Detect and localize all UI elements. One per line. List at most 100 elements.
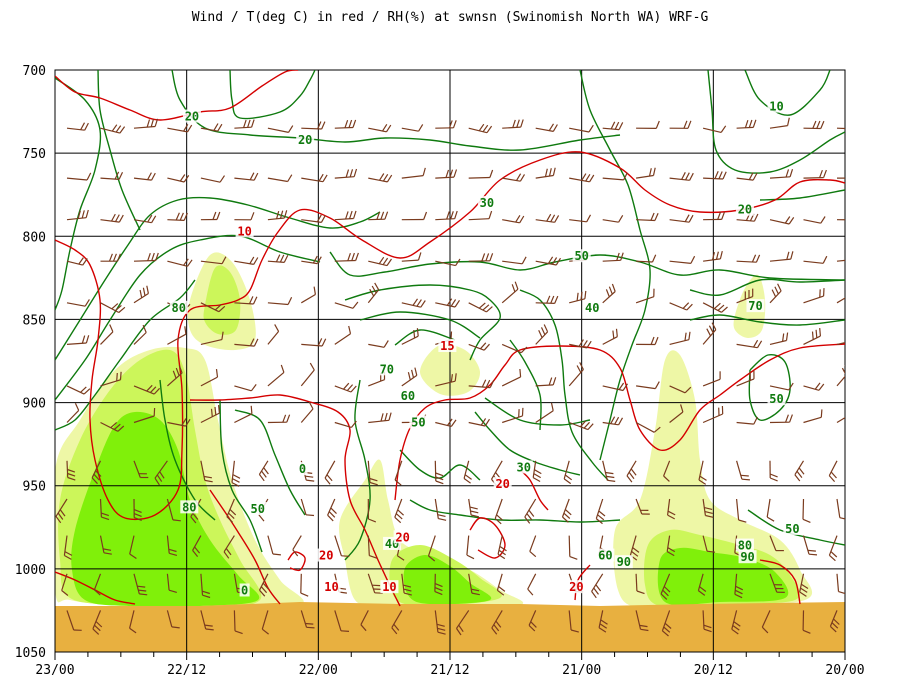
rh-contour <box>689 314 845 326</box>
wind-barb <box>66 402 80 423</box>
wind-barb <box>463 460 472 484</box>
wind-barb <box>93 573 102 596</box>
rh-contour <box>171 70 621 151</box>
wind-barb <box>166 573 177 593</box>
wind-barb <box>368 256 392 267</box>
wind-barb <box>736 498 747 523</box>
rh-contour <box>97 70 141 231</box>
wind-barb <box>258 573 269 597</box>
wind-barb <box>736 370 755 387</box>
rh-contour <box>229 70 316 120</box>
y-tick-label: 1000 <box>15 563 46 578</box>
wind-barb <box>468 379 495 389</box>
x-tick-label: 21/12 <box>430 663 469 678</box>
wind-barb <box>568 420 594 431</box>
wind-barb <box>301 121 326 130</box>
wind-barb <box>401 252 422 262</box>
x-tick-label: 22/00 <box>299 663 338 678</box>
wind-barb <box>368 173 393 183</box>
wind-barb <box>528 610 537 632</box>
wind-barb <box>223 535 235 559</box>
wind-barb <box>226 498 237 523</box>
rh-contour-label: 80 <box>182 500 196 514</box>
temperature-contour-label: 10 <box>237 224 251 238</box>
wind-barb <box>91 460 102 485</box>
rh-contour-label: 80 <box>172 301 186 315</box>
rh-contour-label: 80 <box>738 539 752 553</box>
wind-barb <box>769 216 795 225</box>
temperature-contour-label-bg <box>393 530 412 544</box>
rh-contour-label: 20 <box>738 203 752 217</box>
temperature-contour <box>209 489 281 605</box>
wind-barb <box>368 412 392 424</box>
wind-barb <box>434 610 446 635</box>
wind-barb <box>63 535 73 560</box>
wind-barb <box>468 418 491 427</box>
wind-barb <box>468 498 480 518</box>
rh-contour <box>579 70 651 461</box>
wind-barb <box>669 302 693 311</box>
wind-barb <box>468 169 494 179</box>
rh-contour-label: 40 <box>585 301 599 315</box>
temperature-contour-label: 10 <box>382 580 396 594</box>
wind-barb <box>660 573 671 600</box>
wind-barb <box>100 302 126 314</box>
temperature-contour <box>287 551 306 572</box>
rh-contour-label-bg <box>180 500 199 514</box>
rh-contour-label-bg <box>239 583 250 597</box>
wind-barb <box>435 373 457 387</box>
wind-barb <box>836 573 845 595</box>
wind-barb <box>327 498 337 522</box>
wind-barb <box>367 282 380 304</box>
wind-barb <box>702 125 727 133</box>
wind-barb <box>334 168 358 179</box>
wind-barb <box>368 211 389 221</box>
wind-barb <box>167 258 193 267</box>
wind-barb <box>766 498 775 522</box>
wind-barb <box>702 371 721 387</box>
wind-barb <box>401 211 428 221</box>
rh-contour <box>519 289 609 481</box>
rh-contour-label-bg <box>572 249 591 263</box>
wind-barb <box>535 123 558 132</box>
wind-barb <box>568 610 579 633</box>
wind-barb <box>401 573 412 596</box>
wind-barb <box>702 302 728 313</box>
wind-barb <box>61 573 69 596</box>
wind-barb <box>736 339 763 349</box>
temperature-contour <box>469 517 506 559</box>
wind-barb <box>568 535 578 560</box>
wind-barb <box>535 256 562 266</box>
rh-contour <box>409 499 621 523</box>
wind-barb <box>635 573 645 595</box>
temperature-contour-label: 20 <box>495 477 509 491</box>
wind-barb <box>669 331 691 345</box>
wind-barb <box>636 212 659 222</box>
wind-barb <box>367 460 378 486</box>
wind-barb <box>435 120 457 129</box>
wind-barb <box>434 498 447 521</box>
wind-barb <box>368 123 392 133</box>
wind-barb <box>301 255 322 265</box>
rh-contour-label-bg <box>297 462 308 476</box>
wind-barb <box>200 369 219 387</box>
wind-barb <box>167 326 187 345</box>
wind-barb <box>636 381 660 390</box>
wind-barb <box>133 252 159 262</box>
rh-contour <box>234 409 306 516</box>
rh-contour-label: 20 <box>185 110 199 124</box>
wind-barb <box>401 328 419 345</box>
temperature-contour-label: 15 <box>440 339 454 353</box>
wind-barb <box>803 288 825 304</box>
wind-barb <box>736 288 754 304</box>
wind-barb <box>231 460 241 487</box>
wind-barb <box>300 286 316 304</box>
temperature-contour-label-bg <box>322 580 341 594</box>
y-tick-label: 700 <box>23 64 46 79</box>
temperature-contour-label-bg <box>380 580 399 594</box>
wind-barb <box>401 167 426 179</box>
wind-barb <box>837 177 845 179</box>
wind-barb <box>769 460 778 482</box>
wind-barb <box>334 610 350 632</box>
wind-barb <box>133 285 149 304</box>
